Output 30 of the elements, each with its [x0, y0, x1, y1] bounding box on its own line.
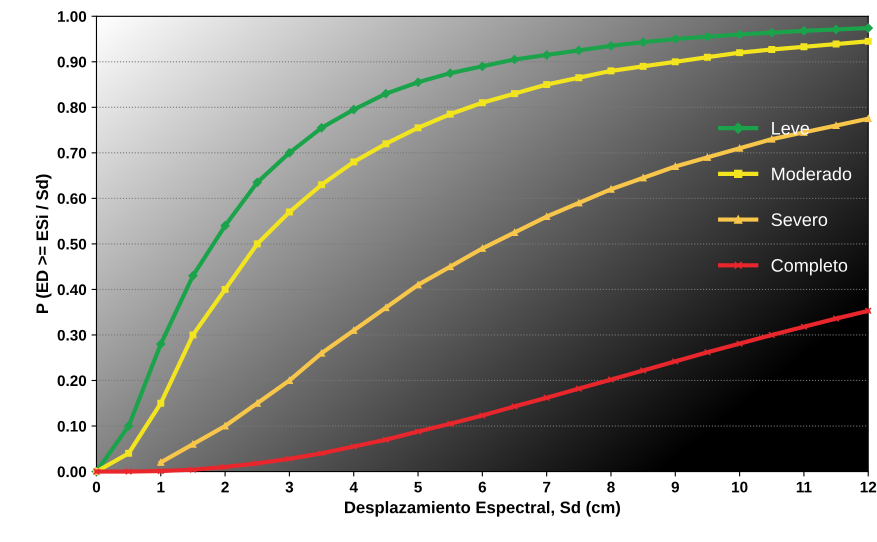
- y-tick-label: 0.30: [58, 330, 86, 341]
- y-tick-label: 0.00: [58, 466, 86, 478]
- y-tick-label: 0.90: [58, 56, 86, 68]
- x-tick-label: 8: [607, 482, 615, 492]
- x-tick-label: 5: [414, 482, 422, 492]
- y-tick-label: 0.20: [58, 375, 86, 386]
- x-axis-title: Desplazamiento Espectral, Sd (cm): [345, 501, 620, 517]
- legend-label: Leve: [772, 122, 810, 135]
- legend-label: Severo: [772, 213, 828, 226]
- x-tick-label: 1: [157, 482, 165, 492]
- x-tick-label: 0: [92, 482, 100, 492]
- x-tick-label: 3: [286, 482, 294, 493]
- x-tick-label: 10: [732, 482, 748, 492]
- x-tick-label: 4: [350, 482, 358, 492]
- y-tick-label: 0.50: [58, 238, 86, 250]
- x-tick-label: 12: [860, 482, 876, 492]
- y-tick-label: 0.80: [58, 102, 86, 113]
- y-tick-label: 0.40: [58, 284, 86, 296]
- legend-label: Completo: [772, 258, 848, 276]
- y-tick-label: 0.60: [58, 193, 86, 204]
- legend-label: Moderado: [772, 167, 852, 180]
- x-tick-label: 9: [672, 482, 679, 492]
- y-tick-label: 0.10: [58, 420, 86, 432]
- y-axis-title: P (ED >= ESi / Sd): [36, 174, 52, 314]
- x-tick-label: 11: [796, 482, 812, 492]
- x-tick-label: 2: [221, 482, 229, 492]
- y-tick-label: 1.00: [58, 11, 86, 22]
- x-tick-label: 6: [478, 482, 486, 492]
- x-tick-label: 7: [543, 482, 550, 492]
- y-tick-label: 0.70: [58, 148, 86, 159]
